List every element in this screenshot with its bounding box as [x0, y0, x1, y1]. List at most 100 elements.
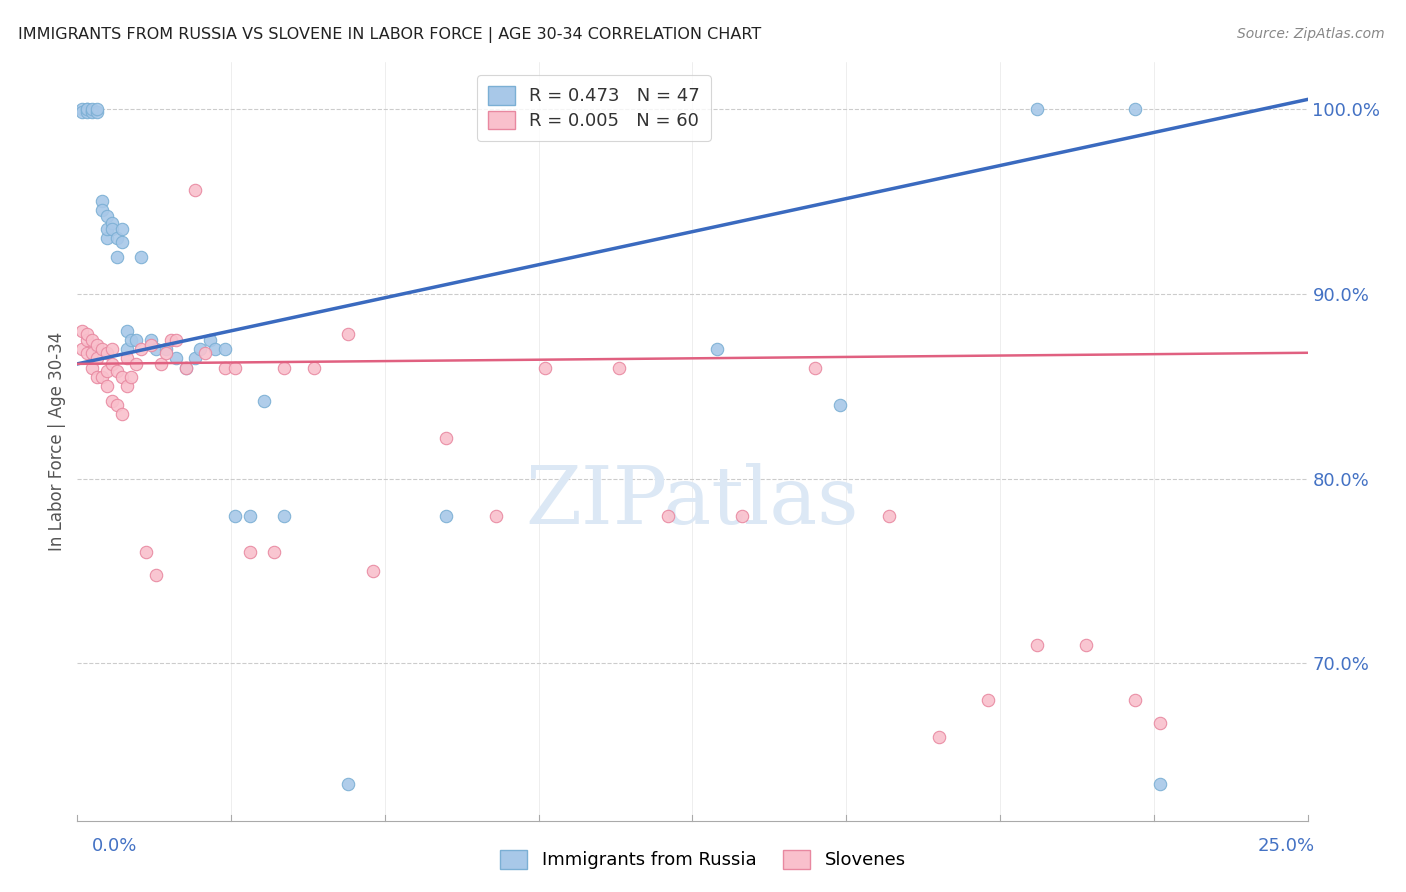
Point: [121, 369, 143, 384]
Point: [1125, 693, 1147, 707]
Point: [76, 333, 98, 347]
Point: [125, 333, 148, 347]
Point: [1125, 102, 1147, 116]
Point: [96, 222, 118, 236]
Point: [263, 545, 285, 559]
Point: [184, 351, 207, 366]
Point: [76, 327, 98, 342]
Point: [105, 364, 128, 378]
Point: [879, 508, 901, 523]
Point: [82, 105, 104, 120]
Point: [76, 102, 98, 116]
Legend: R = 0.473   N = 47, R = 0.005   N = 60: R = 0.473 N = 47, R = 0.005 N = 60: [477, 75, 711, 141]
Point: [90, 342, 114, 356]
Point: [273, 360, 295, 375]
Point: [135, 545, 157, 559]
Point: [115, 351, 138, 366]
Point: [804, 360, 827, 375]
Point: [239, 508, 262, 523]
Point: [70, 102, 93, 116]
Text: Source: ZipAtlas.com: Source: ZipAtlas.com: [1237, 27, 1385, 41]
Text: 25.0%: 25.0%: [1257, 837, 1315, 855]
Point: [105, 250, 128, 264]
Point: [830, 398, 852, 412]
Point: [436, 431, 458, 445]
Point: [82, 102, 104, 116]
Point: [76, 105, 98, 120]
Point: [76, 345, 98, 359]
Point: [224, 360, 246, 375]
Point: [436, 508, 458, 523]
Point: [485, 508, 508, 523]
Point: [111, 369, 132, 384]
Point: [188, 342, 212, 356]
Point: [82, 333, 104, 347]
Point: [200, 333, 222, 347]
Point: [96, 231, 118, 245]
Point: [86, 351, 108, 366]
Point: [706, 342, 728, 356]
Point: [361, 564, 384, 578]
Text: ZIPatlas: ZIPatlas: [526, 463, 859, 541]
Point: [115, 379, 138, 393]
Point: [96, 379, 118, 393]
Point: [239, 545, 262, 559]
Point: [96, 364, 118, 378]
Point: [160, 333, 183, 347]
Point: [253, 393, 276, 408]
Point: [101, 357, 124, 371]
Point: [76, 102, 98, 116]
Point: [150, 357, 173, 371]
Y-axis label: In Labor Force | Age 30-34: In Labor Force | Age 30-34: [48, 332, 66, 551]
Point: [129, 342, 153, 356]
Point: [214, 360, 236, 375]
Point: [657, 508, 679, 523]
Point: [70, 324, 93, 338]
Point: [96, 209, 118, 223]
Point: [129, 250, 153, 264]
Point: [141, 333, 163, 347]
Point: [184, 183, 207, 197]
Point: [214, 342, 236, 356]
Point: [101, 216, 124, 230]
Point: [111, 235, 132, 249]
Point: [105, 231, 128, 245]
Point: [96, 345, 118, 359]
Point: [204, 342, 226, 356]
Point: [1149, 715, 1171, 730]
Point: [70, 342, 93, 356]
Point: [534, 360, 557, 375]
Legend: Immigrants from Russia, Slovenes: Immigrants from Russia, Slovenes: [491, 841, 915, 879]
Point: [90, 369, 114, 384]
Point: [977, 693, 1000, 707]
Point: [224, 508, 246, 523]
Point: [607, 360, 630, 375]
Point: [121, 333, 143, 347]
Point: [101, 342, 124, 356]
Point: [1149, 777, 1171, 791]
Point: [145, 342, 167, 356]
Point: [82, 360, 104, 375]
Point: [86, 338, 108, 352]
Point: [86, 102, 108, 116]
Point: [731, 508, 754, 523]
Point: [165, 333, 187, 347]
Point: [273, 508, 295, 523]
Point: [86, 105, 108, 120]
Point: [928, 731, 950, 745]
Point: [174, 360, 197, 375]
Point: [115, 342, 138, 356]
Point: [155, 342, 177, 356]
Point: [1026, 102, 1049, 116]
Point: [105, 398, 128, 412]
Point: [337, 327, 360, 342]
Point: [1076, 638, 1098, 652]
Point: [111, 222, 132, 236]
Point: [125, 357, 148, 371]
Point: [101, 222, 124, 236]
Point: [111, 407, 132, 421]
Point: [82, 345, 104, 359]
Point: [174, 360, 197, 375]
Point: [90, 194, 114, 208]
Point: [86, 369, 108, 384]
